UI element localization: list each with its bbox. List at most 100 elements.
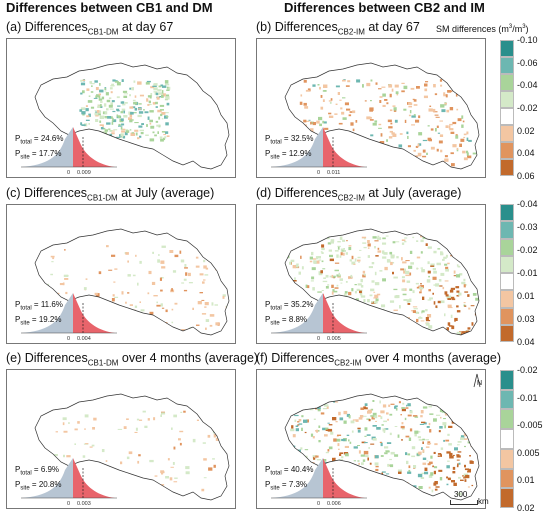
plateau-outline [284,62,480,170]
difference-pixel [439,426,443,429]
colorbar-label: 0.01 [517,475,535,486]
difference-pixel [125,318,131,322]
difference-pixel [150,86,155,89]
difference-pixel [312,436,315,439]
difference-pixel [387,164,393,166]
difference-pixel [80,79,83,82]
difference-pixel [330,98,333,101]
difference-pixel [133,80,136,83]
difference-pixel [339,452,344,454]
difference-pixel [457,265,461,268]
difference-pixel [434,481,438,485]
difference-pixel [326,405,329,409]
colorbar-swatch [500,91,514,108]
difference-pixel [357,429,361,433]
difference-pixel [100,104,102,108]
difference-pixel [409,428,413,432]
difference-pixel [413,104,418,106]
difference-pixel [430,455,433,459]
difference-pixel [318,425,321,428]
difference-pixel [354,258,357,262]
difference-pixel [448,125,451,129]
difference-pixel [381,149,384,152]
difference-pixel [447,90,452,93]
difference-pixel [409,250,413,254]
difference-pixel [343,452,349,455]
difference-pixel [293,445,296,448]
difference-pixel [157,259,160,263]
difference-pixel [134,95,137,98]
difference-pixel [406,131,409,135]
difference-pixel [348,439,350,442]
difference-pixel [399,305,401,309]
difference-pixel [183,289,188,292]
difference-pixel [322,280,328,283]
difference-pixel [108,138,112,141]
difference-pixel [395,295,400,299]
difference-pixel [165,122,169,126]
difference-pixel [359,289,363,292]
difference-pixel [161,245,166,248]
difference-pixel [316,459,322,461]
difference-pixel [331,275,336,278]
difference-pixel [388,136,393,139]
difference-pixel [443,92,446,95]
difference-pixel [109,130,114,132]
difference-pixel [464,424,467,428]
colorbar-swatch [500,448,514,469]
difference-pixel [300,293,304,297]
difference-pixel [363,273,366,276]
difference-pixel [80,92,83,95]
difference-pixel [55,431,58,433]
difference-pixel [420,283,422,285]
difference-pixel [411,115,416,118]
difference-pixel [341,456,344,459]
difference-pixel [456,459,460,461]
difference-pixel [430,128,434,131]
difference-pixel [430,263,435,267]
difference-pixel [451,413,456,416]
difference-pixel [413,99,417,102]
difference-pixel [421,447,423,450]
difference-pixel [426,442,432,445]
difference-pixel [433,165,438,168]
plateau-fill [35,394,229,500]
difference-pixel [440,447,444,450]
difference-pixel [416,454,421,456]
difference-pixel [388,84,393,88]
difference-pixel [129,94,131,97]
difference-pixel [456,290,460,293]
difference-pixel [174,302,178,305]
difference-pixel [344,291,348,294]
difference-pixel [434,114,439,116]
difference-pixel [108,97,112,99]
difference-pixel [344,469,347,472]
difference-pixel [393,322,396,325]
difference-pixel [465,261,470,265]
difference-pixel [293,280,297,282]
difference-pixel [426,426,430,428]
difference-pixel [90,91,94,93]
difference-pixel [366,154,369,156]
difference-pixel [403,270,407,274]
difference-pixel [359,302,362,304]
histogram-tick-label: 0.003 [77,501,91,507]
histogram-negative-area [21,127,73,167]
difference-pixel [393,309,398,311]
p-site-label: Psite = 17.7% [15,149,62,161]
difference-pixel [381,490,385,493]
difference-pixel [420,320,425,322]
difference-pixel [368,447,370,449]
difference-pixel [290,428,295,432]
difference-pixel [117,115,121,119]
difference-pixel [437,453,442,455]
difference-pixel [471,322,474,326]
difference-pixel [358,261,360,263]
difference-pixel [213,464,216,468]
difference-pixel [462,120,465,123]
difference-pixel [373,148,376,150]
difference-pixel [106,475,111,477]
difference-pixel [343,293,347,295]
difference-pixel [374,271,377,276]
difference-pixel [118,123,121,127]
